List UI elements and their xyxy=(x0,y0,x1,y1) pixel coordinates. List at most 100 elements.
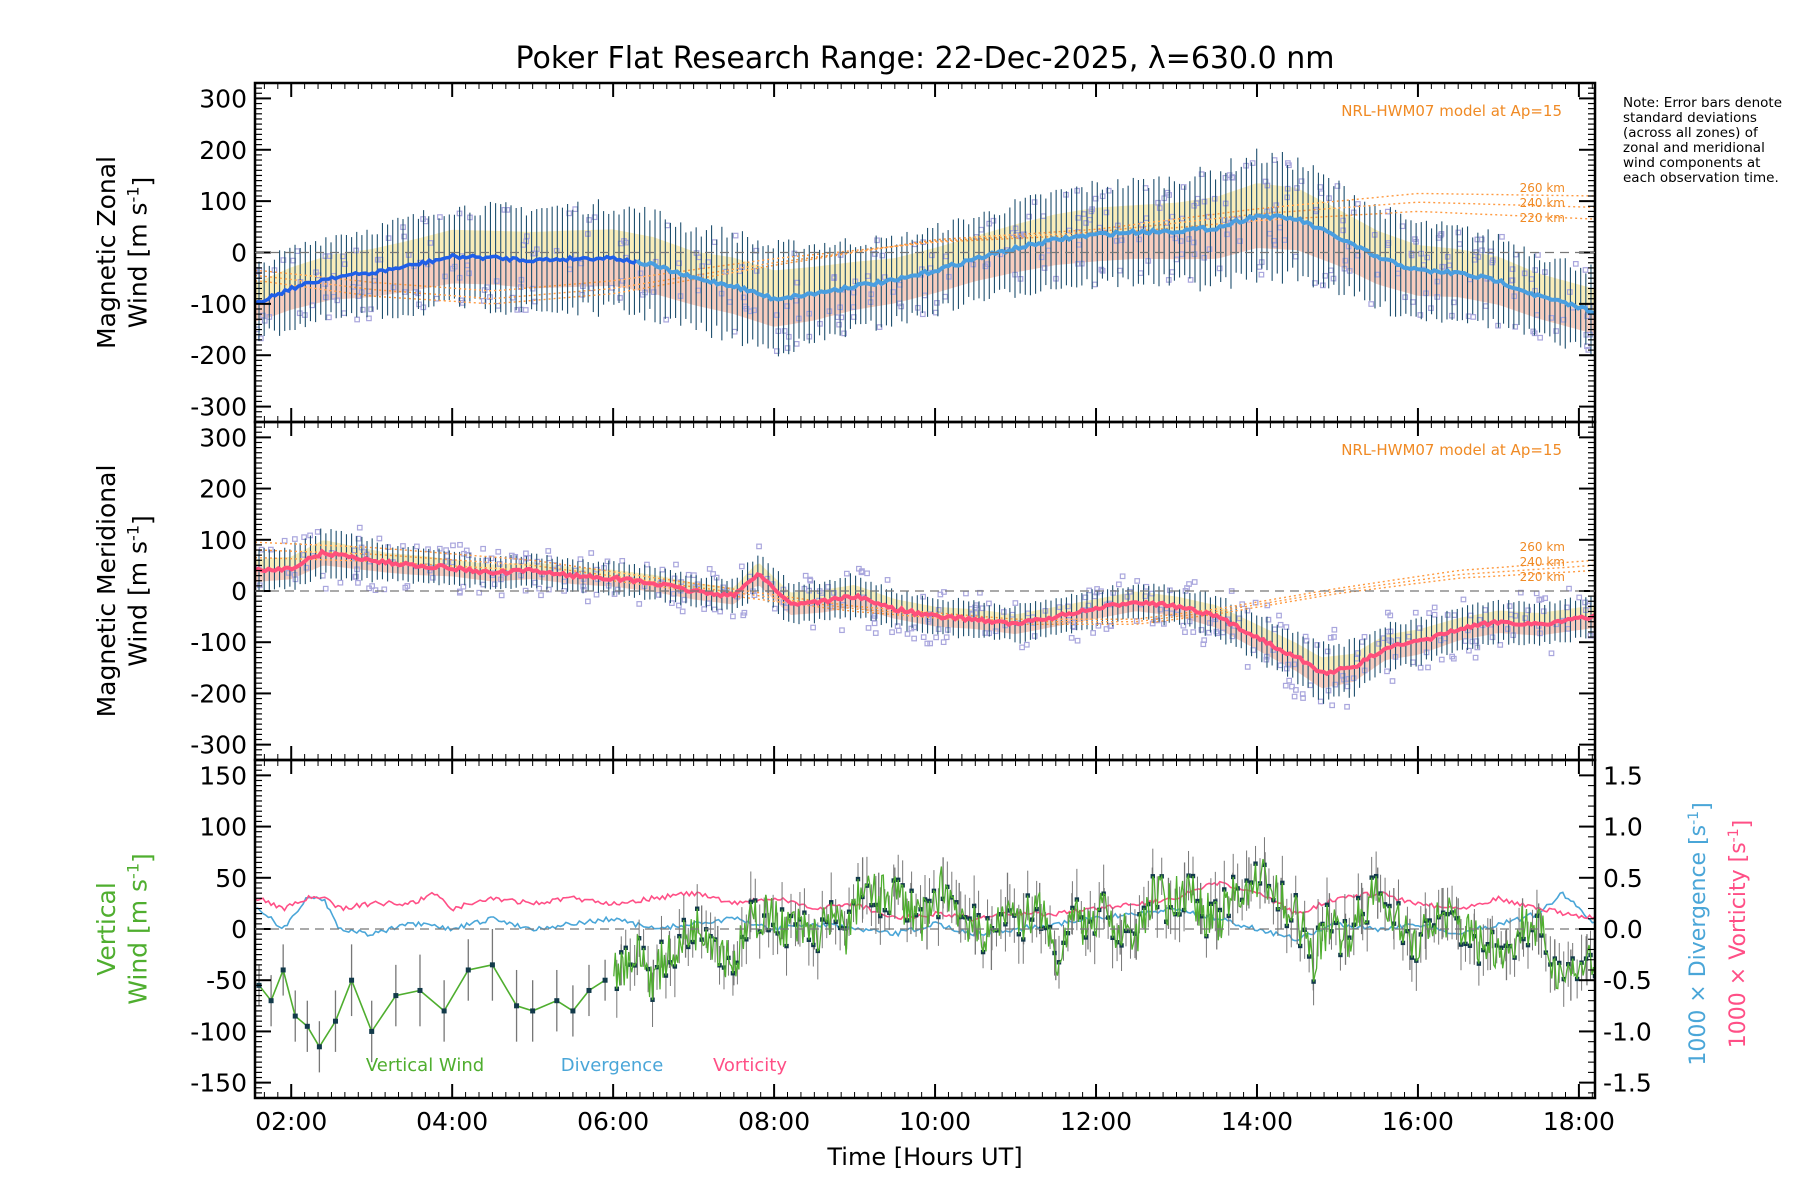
zone-sample xyxy=(1090,630,1096,636)
zone-sample xyxy=(260,312,266,319)
y-tick-label: -50 xyxy=(206,966,247,995)
zone-sample xyxy=(717,608,724,615)
zone-sample xyxy=(644,561,650,568)
panel-zonal: 300 200 100 0 -100 -200 -300 NRL-HWM07 model at… xyxy=(92,81,1597,424)
zone-sample xyxy=(784,345,791,351)
y2-tick-label: 1.5 xyxy=(1603,761,1643,790)
zone-sample xyxy=(491,581,498,588)
zone-sample xyxy=(1342,257,1349,264)
model-curve-260km xyxy=(255,192,1595,305)
zone-sample xyxy=(711,239,718,245)
zone-sample xyxy=(1258,271,1265,278)
zone-sample xyxy=(355,293,362,299)
zone-sample xyxy=(784,303,791,309)
zone-sample xyxy=(353,247,360,254)
zone-sample xyxy=(1083,220,1089,226)
zone-sample xyxy=(1074,637,1081,644)
zone-sample xyxy=(355,579,361,586)
zone-sample xyxy=(701,606,707,612)
zone-sample xyxy=(1038,254,1045,261)
zone-sample xyxy=(281,537,288,544)
error-bar-note: Note: Error bars denote standard deviati… xyxy=(1623,95,1783,186)
zone-sample xyxy=(1535,252,1541,258)
legend-entry: Vertical Wind xyxy=(366,1055,484,1076)
zone-sample xyxy=(1180,184,1187,190)
y-tick-label: -150 xyxy=(190,1069,247,1098)
zone-sample xyxy=(986,600,992,607)
zone-sample xyxy=(871,613,878,619)
zone-sample xyxy=(743,305,750,312)
zone-sample xyxy=(1298,178,1305,185)
zone-sample xyxy=(1532,267,1539,273)
zone-sample xyxy=(334,297,341,304)
zone-sample xyxy=(368,306,374,313)
zone-sample xyxy=(1444,612,1451,618)
zone-sample xyxy=(1334,183,1341,189)
zone-sample xyxy=(326,314,332,321)
zone-sample xyxy=(1226,172,1233,179)
zone-sample xyxy=(1283,665,1290,672)
zone-sample xyxy=(256,582,263,589)
zone-sample xyxy=(1075,215,1082,221)
vertical-sample xyxy=(570,1008,576,1014)
y-tick-label: -200 xyxy=(190,679,247,708)
zone-sample xyxy=(1065,603,1071,610)
zone-sample xyxy=(301,552,307,558)
zone-sample xyxy=(1190,629,1197,635)
zone-sample xyxy=(1085,602,1092,609)
vertical-sample xyxy=(304,1023,310,1029)
zone-sample xyxy=(1536,597,1543,603)
zone-sample xyxy=(1542,595,1549,602)
zone-sample xyxy=(1509,266,1516,272)
divergence-line xyxy=(255,891,1595,942)
zone-sample xyxy=(292,536,298,542)
zone-sample xyxy=(400,543,406,549)
zone-sample xyxy=(1023,641,1030,648)
zone-sample xyxy=(1499,233,1505,240)
zone-sample xyxy=(517,284,524,290)
y2-axis-label-vorticity: 1000 × Vorticity [s-1] xyxy=(1726,820,1755,1048)
zone-sample xyxy=(843,570,850,577)
zone-sample xyxy=(1018,232,1025,238)
zone-sample xyxy=(865,625,872,631)
zone-sample xyxy=(1344,703,1350,710)
zone-sample xyxy=(772,605,778,612)
zone-sample xyxy=(1092,195,1099,202)
zone-sample xyxy=(871,620,878,627)
x-tick-label: 08:00 xyxy=(738,1107,810,1136)
zone-sample xyxy=(723,268,730,275)
zone-sample xyxy=(1582,267,1589,273)
zone-sample xyxy=(1416,625,1423,631)
zone-sample xyxy=(496,561,503,567)
vertical-sample xyxy=(1356,895,1361,901)
zone-sample xyxy=(894,623,901,629)
x-tick-label: 06:00 xyxy=(577,1107,649,1136)
vertical-sample xyxy=(985,916,990,921)
zone-sample xyxy=(1201,198,1208,205)
zone-sample xyxy=(1256,264,1263,270)
zone-sample xyxy=(1244,607,1251,614)
zone-sample xyxy=(710,571,716,577)
zone-sample xyxy=(1198,171,1205,178)
y-tick-label: -100 xyxy=(190,628,247,657)
zone-sample xyxy=(1216,265,1223,272)
zone-sample xyxy=(1264,602,1271,609)
zone-sample xyxy=(879,252,886,259)
vertical-sample xyxy=(514,1003,520,1009)
y-tick-label: 100 xyxy=(199,813,247,842)
vertical-sample xyxy=(530,1008,536,1014)
x-tick-label: 18:00 xyxy=(1543,1107,1615,1136)
vertical-sample xyxy=(417,987,423,993)
zone-sample xyxy=(1428,305,1434,312)
x-tick-label: 12:00 xyxy=(1060,1107,1132,1136)
zone-sample xyxy=(1149,620,1156,627)
zone-sample xyxy=(1437,637,1444,644)
zone-sample xyxy=(1155,199,1161,206)
zone-sample xyxy=(416,301,422,308)
zone-sample xyxy=(706,566,713,572)
altitude-label: 260 km xyxy=(1520,181,1565,195)
zone-sample xyxy=(341,310,348,317)
y-tick-label: 300 xyxy=(199,423,247,452)
zone-sample xyxy=(1506,603,1513,609)
zone-sample xyxy=(756,543,762,550)
